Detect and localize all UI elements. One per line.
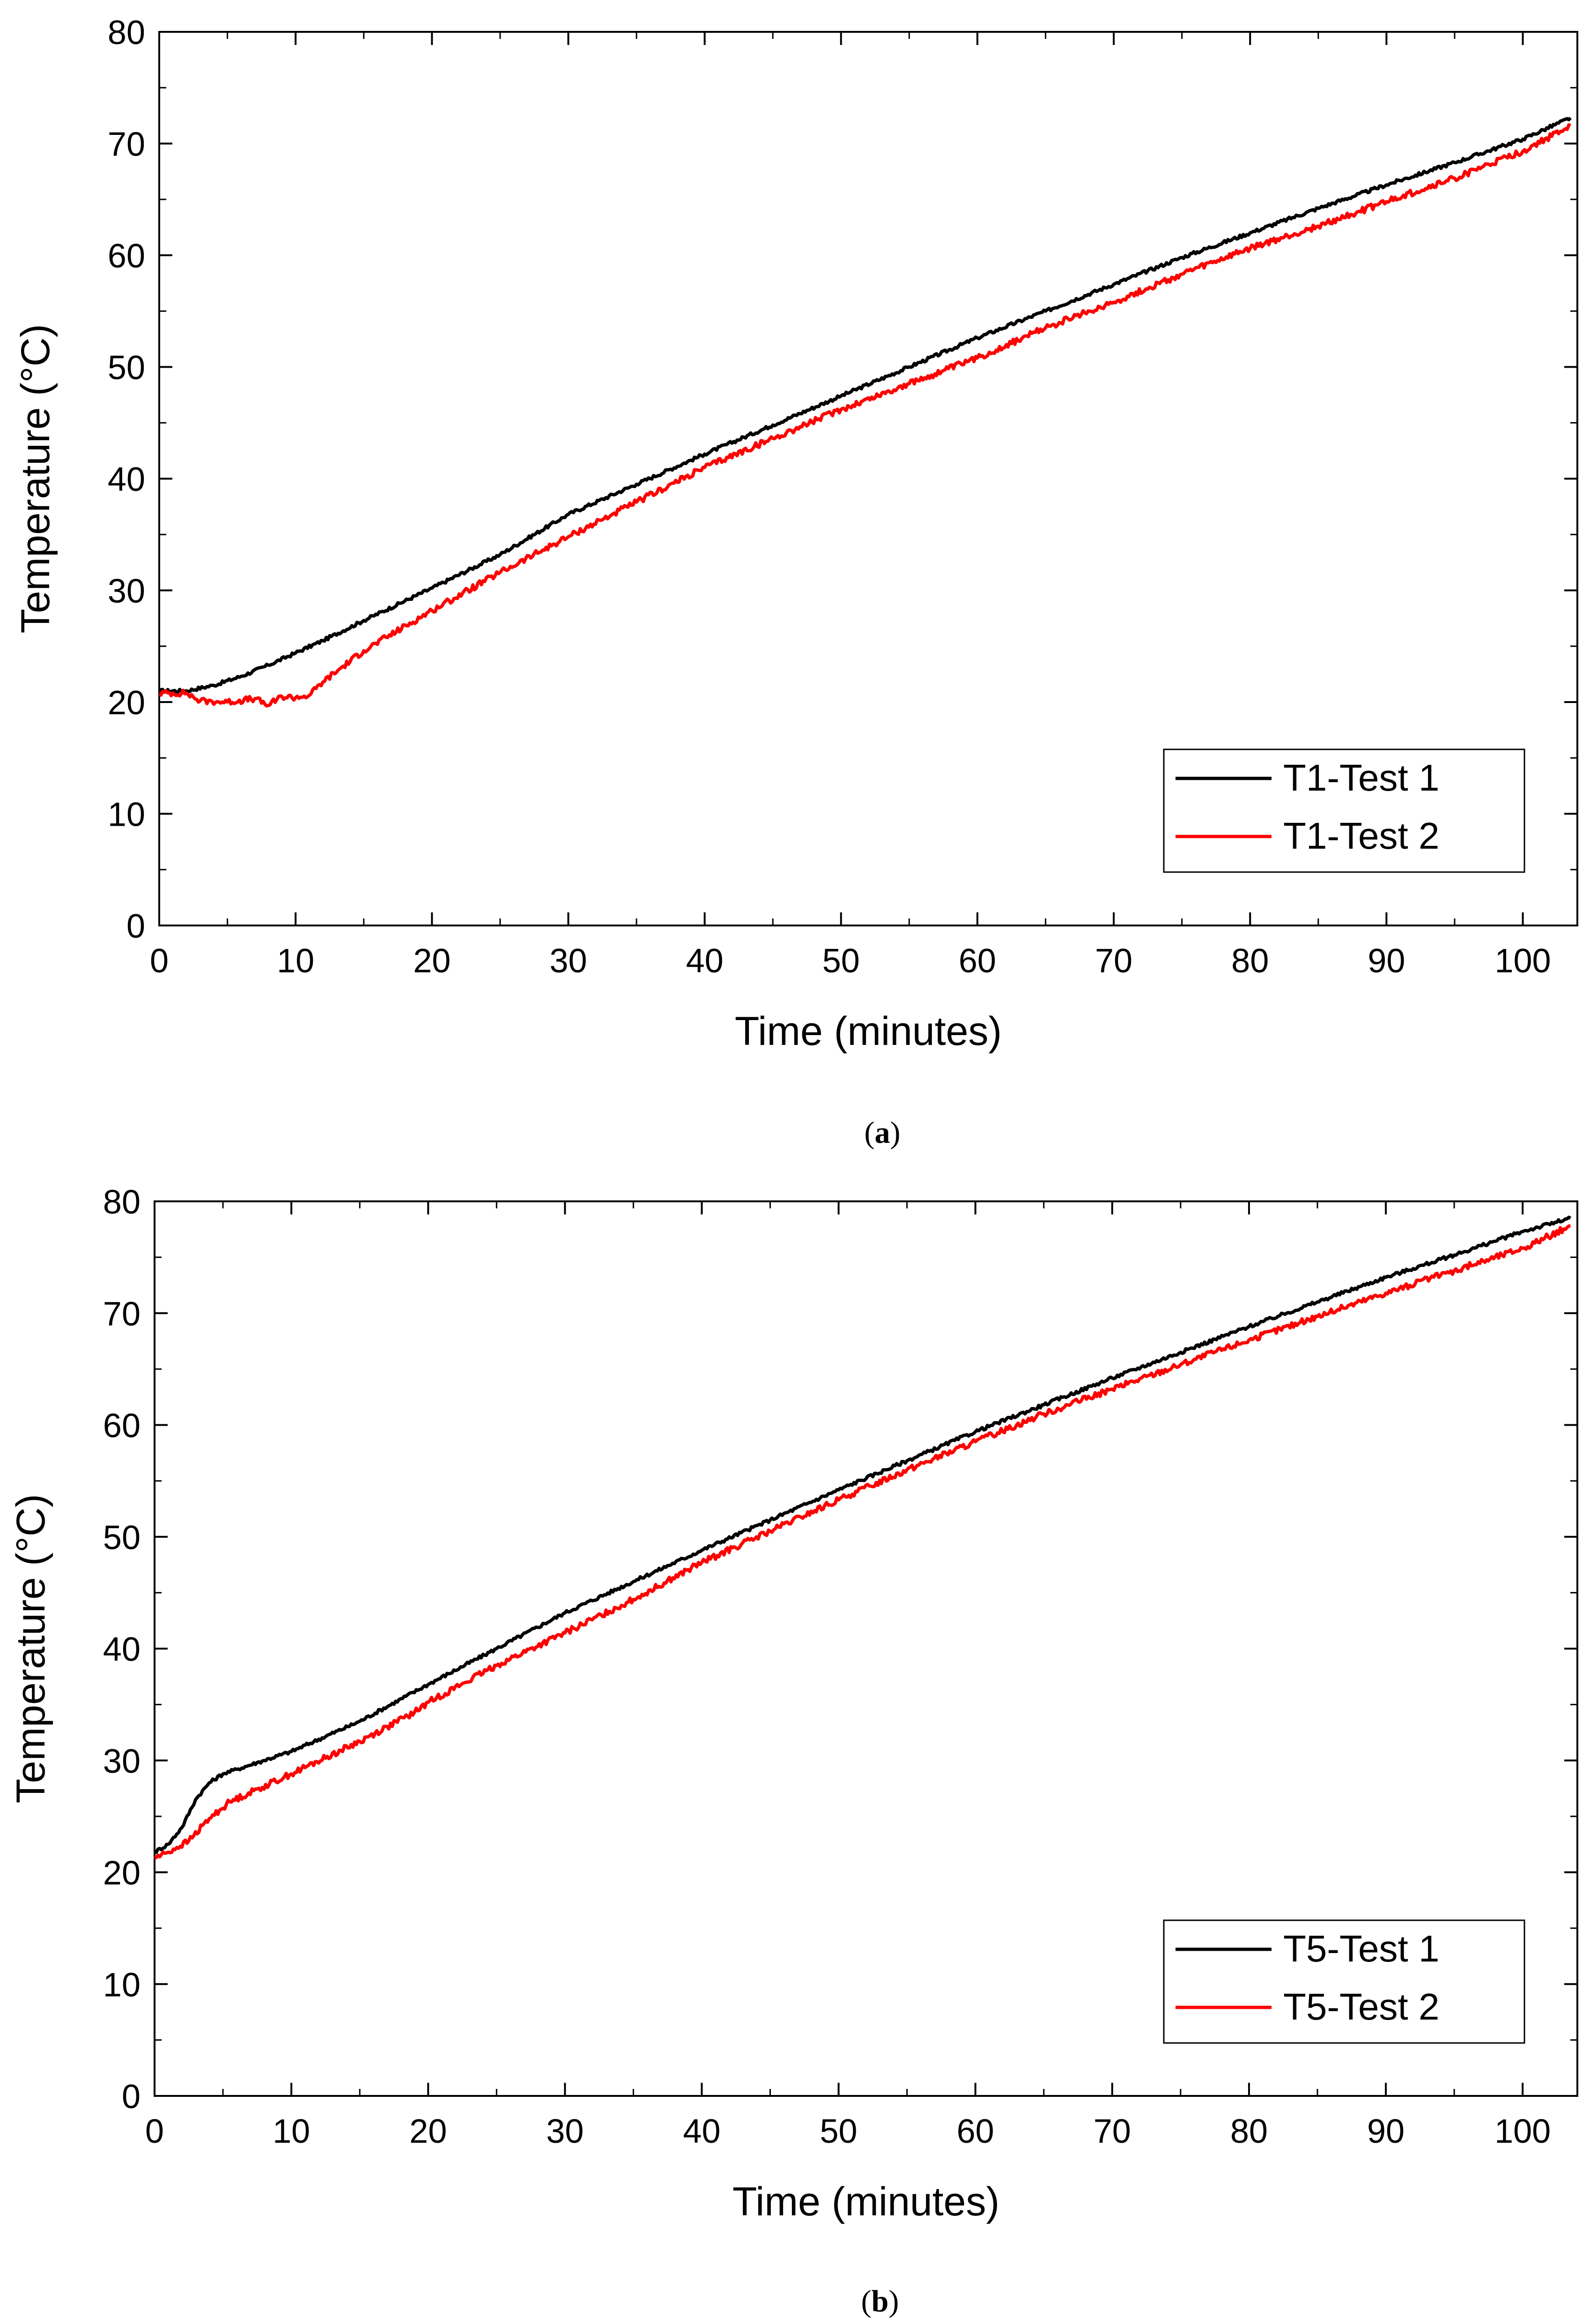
x-tick-label: 80 xyxy=(1230,2113,1268,2150)
y-tick-label: 60 xyxy=(103,1407,141,1445)
x-axis-title: Time (minutes) xyxy=(735,1009,1002,1054)
y-tick-label: 50 xyxy=(108,349,145,387)
x-tick-label: 70 xyxy=(1094,2113,1131,2150)
legend-label-2: T5-Test 2 xyxy=(1283,1986,1439,2028)
x-tick-label: 70 xyxy=(1095,942,1132,980)
y-tick-label: 0 xyxy=(122,2078,141,2116)
legend-box xyxy=(1163,748,1525,873)
y-axis-title: Temperature (°C) xyxy=(13,324,58,633)
y-tick-label: 40 xyxy=(108,461,145,498)
y-tick-label: 10 xyxy=(103,1966,141,2004)
y-tick-label: 40 xyxy=(103,1631,141,1668)
y-tick-label: 70 xyxy=(103,1295,141,1333)
y-tick-label: 20 xyxy=(103,1855,141,1892)
y-tick-label: 30 xyxy=(103,1743,141,1780)
x-tick-label: 0 xyxy=(150,942,169,980)
x-tick-label: 20 xyxy=(413,942,451,980)
series-line-2 xyxy=(155,1224,1571,1859)
y-tick-label: 10 xyxy=(108,796,145,834)
y-tick-label: 70 xyxy=(108,126,145,163)
y-axis-title: Temperature (°C) xyxy=(8,1494,53,1803)
legend: T1-Test 1 T1-Test 2 xyxy=(1163,748,1525,873)
y-tick-label: 80 xyxy=(103,1184,141,1221)
x-tick-label: 50 xyxy=(820,2113,858,2150)
panel-caption-letter: a xyxy=(875,1116,890,1150)
x-tick-label: 100 xyxy=(1494,2113,1551,2150)
x-axis-title: Time (minutes) xyxy=(732,2179,999,2224)
x-tick-label: 80 xyxy=(1231,942,1269,980)
x-tick-label: 20 xyxy=(409,2113,447,2150)
legend: T5-Test 1 T5-Test 2 xyxy=(1163,1919,1525,2044)
x-tick-label: 30 xyxy=(549,942,587,980)
legend-box xyxy=(1163,1919,1525,2044)
y-tick-label: 20 xyxy=(108,684,145,722)
series-line-1 xyxy=(155,1215,1571,1854)
panel-caption: (a) xyxy=(865,1116,901,1150)
x-tick-label: 10 xyxy=(277,942,314,980)
x-tick-label: 10 xyxy=(273,2113,310,2150)
x-tick-label: 90 xyxy=(1367,2113,1405,2150)
x-tick-label: 40 xyxy=(686,942,724,980)
x-tick-label: 100 xyxy=(1494,942,1551,980)
panel-caption-letter: b xyxy=(872,2284,889,2318)
chart-panel-a: 0 10 20 30 40 50 60 70 80 90 100 0 10 20 30 40 50 60 70 80 T… xyxy=(13,14,1578,1150)
legend-label-1: T1-Test 1 xyxy=(1283,757,1439,799)
y-tick-label: 50 xyxy=(103,1519,141,1556)
legend-label-2: T1-Test 2 xyxy=(1283,815,1439,857)
x-tick-label: 30 xyxy=(546,2113,584,2150)
legend-label-1: T5-Test 1 xyxy=(1283,1928,1439,1969)
series-line-2 xyxy=(159,123,1571,708)
x-tick-label: 0 xyxy=(145,2113,164,2150)
x-tick-label: 90 xyxy=(1368,942,1405,980)
y-tick-label: 30 xyxy=(108,573,145,610)
y-tick-label: 80 xyxy=(108,14,145,52)
y-tick-label: 0 xyxy=(126,908,145,945)
panel-caption: (b) xyxy=(861,2284,899,2318)
x-tick-label: 60 xyxy=(959,942,996,980)
chart-panel-b: 0 10 20 30 40 50 60 70 80 90 100 0 10 20 30 40 50 60 70 80 T… xyxy=(8,1184,1578,2318)
y-tick-label: 60 xyxy=(108,237,145,275)
x-tick-label: 60 xyxy=(957,2113,994,2150)
x-tick-label: 40 xyxy=(683,2113,720,2150)
x-tick-label: 50 xyxy=(822,942,860,980)
series-line-1 xyxy=(159,117,1572,694)
